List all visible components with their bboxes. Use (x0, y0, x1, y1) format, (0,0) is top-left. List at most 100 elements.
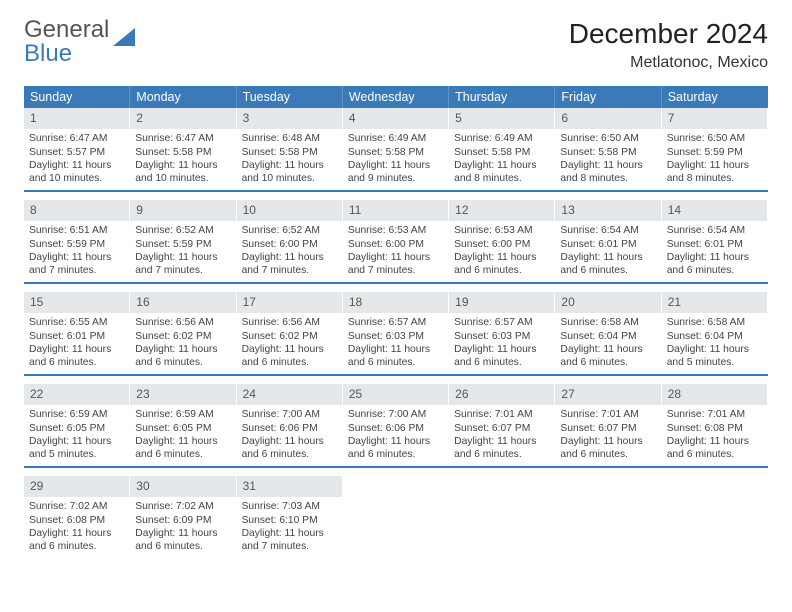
sunset-line: Sunset: 6:05 PM (29, 422, 124, 435)
sunrise-line: Sunrise: 6:49 AM (348, 132, 443, 145)
day-number: 10 (237, 200, 342, 221)
day-number: 23 (130, 384, 235, 405)
day-number: 29 (24, 476, 129, 497)
daylight-line: Daylight: 11 hours and 10 minutes. (29, 159, 124, 185)
sunrise-line: Sunrise: 6:49 AM (454, 132, 549, 145)
day-number: 1 (24, 108, 129, 129)
day-cell: 9Sunrise: 6:52 AMSunset: 5:59 PMDaylight… (130, 200, 236, 282)
day-number: 16 (130, 292, 235, 313)
dow-header: Saturday (662, 86, 768, 108)
sunset-line: Sunset: 6:08 PM (667, 422, 762, 435)
day-cell: 6Sunrise: 6:50 AMSunset: 5:58 PMDaylight… (555, 108, 661, 190)
sunrise-line: Sunrise: 7:02 AM (135, 500, 230, 513)
sunset-line: Sunset: 6:00 PM (348, 238, 443, 251)
day-body: Sunrise: 6:47 AMSunset: 5:58 PMDaylight:… (130, 129, 235, 189)
brand-line2: Blue (24, 42, 109, 66)
dow-header: Sunday (24, 86, 130, 108)
day-cell: 1Sunrise: 6:47 AMSunset: 5:57 PMDaylight… (24, 108, 130, 190)
day-body: Sunrise: 6:49 AMSunset: 5:58 PMDaylight:… (449, 129, 554, 189)
sunset-line: Sunset: 6:07 PM (454, 422, 549, 435)
sunrise-line: Sunrise: 6:51 AM (29, 224, 124, 237)
day-number: 13 (555, 200, 660, 221)
sunset-line: Sunset: 6:07 PM (560, 422, 655, 435)
daylight-line: Daylight: 11 hours and 8 minutes. (454, 159, 549, 185)
day-cell: 18Sunrise: 6:57 AMSunset: 6:03 PMDayligh… (343, 292, 449, 374)
day-number: 17 (237, 292, 342, 313)
day-number: 31 (237, 476, 342, 497)
sunrise-line: Sunrise: 6:56 AM (242, 316, 337, 329)
day-number: 27 (555, 384, 660, 405)
brand-triangle-icon (111, 24, 139, 60)
day-number: 8 (24, 200, 129, 221)
day-body: Sunrise: 6:47 AMSunset: 5:57 PMDaylight:… (24, 129, 129, 189)
daylight-line: Daylight: 11 hours and 9 minutes. (348, 159, 443, 185)
day-number: 14 (662, 200, 767, 221)
month-title: December 2024 (569, 18, 768, 50)
sunset-line: Sunset: 5:58 PM (348, 146, 443, 159)
day-cell: 22Sunrise: 6:59 AMSunset: 6:05 PMDayligh… (24, 384, 130, 466)
day-body: Sunrise: 6:49 AMSunset: 5:58 PMDaylight:… (343, 129, 448, 189)
sunrise-line: Sunrise: 7:01 AM (560, 408, 655, 421)
day-number: 4 (343, 108, 448, 129)
sunset-line: Sunset: 6:06 PM (242, 422, 337, 435)
sunset-line: Sunset: 6:01 PM (29, 330, 124, 343)
sunrise-line: Sunrise: 6:52 AM (242, 224, 337, 237)
day-number: 9 (130, 200, 235, 221)
daylight-line: Daylight: 11 hours and 8 minutes. (667, 159, 762, 185)
daylight-line: Daylight: 11 hours and 7 minutes. (29, 251, 124, 277)
sunset-line: Sunset: 6:02 PM (135, 330, 230, 343)
daylight-line: Daylight: 11 hours and 6 minutes. (29, 527, 124, 553)
sunrise-line: Sunrise: 7:00 AM (348, 408, 443, 421)
day-cell: 8Sunrise: 6:51 AMSunset: 5:59 PMDaylight… (24, 200, 130, 282)
day-body: Sunrise: 7:02 AMSunset: 6:09 PMDaylight:… (130, 497, 235, 557)
daylight-line: Daylight: 11 hours and 6 minutes. (242, 343, 337, 369)
day-number: 18 (343, 292, 448, 313)
day-cell: .. (555, 476, 661, 558)
day-body: Sunrise: 6:57 AMSunset: 6:03 PMDaylight:… (449, 313, 554, 373)
week-row: 8 Sunrise: 6:51 AM Sunset: 5:59 PM Daylight… (24, 200, 768, 284)
daylight-line: Daylight: 11 hours and 6 minutes. (348, 343, 443, 369)
day-number: 3 (237, 108, 342, 129)
day-number: 11 (343, 200, 448, 221)
sunset-line: Sunset: 6:00 PM (242, 238, 337, 251)
week-row: 1Sunrise: 6:47 AMSunset: 5:57 PMDaylight… (24, 108, 768, 192)
sunrise-line: Sunrise: 6:53 AM (348, 224, 443, 237)
day-body: Sunrise: 7:01 AMSunset: 6:07 PMDaylight:… (449, 405, 554, 465)
daylight-line: Daylight: 11 hours and 7 minutes. (348, 251, 443, 277)
day-cell: 20Sunrise: 6:58 AMSunset: 6:04 PMDayligh… (555, 292, 661, 374)
brand-line1: General (24, 18, 109, 42)
sunset-line: Sunset: 6:00 PM (454, 238, 549, 251)
day-cell: 3Sunrise: 6:48 AMSunset: 5:58 PMDaylight… (237, 108, 343, 190)
day-number: 24 (237, 384, 342, 405)
sunset-line: Sunset: 6:06 PM (348, 422, 443, 435)
sunset-line: Sunset: 6:04 PM (667, 330, 762, 343)
sunset-line: Sunset: 5:59 PM (135, 238, 230, 251)
sunrise-line: Sunrise: 7:02 AM (29, 500, 124, 513)
week-row: 29Sunrise: 7:02 AMSunset: 6:08 PMDayligh… (24, 476, 768, 558)
daylight-line: Daylight: 11 hours and 10 minutes. (135, 159, 230, 185)
daylight-line: Daylight: 11 hours and 6 minutes. (454, 343, 549, 369)
day-body: Sunrise: 6:50 AMSunset: 5:59 PMDaylight:… (662, 129, 767, 189)
day-number: 12 (449, 200, 554, 221)
sunset-line: Sunset: 6:08 PM (29, 514, 124, 527)
sunrise-line: Sunrise: 6:50 AM (560, 132, 655, 145)
sunrise-line: Sunrise: 7:00 AM (242, 408, 337, 421)
day-cell: 4Sunrise: 6:49 AMSunset: 5:58 PMDaylight… (343, 108, 449, 190)
sunset-line: Sunset: 5:58 PM (454, 146, 549, 159)
title-block: December 2024 Metlatonoc, Mexico (569, 18, 768, 72)
sunrise-line: Sunrise: 7:03 AM (242, 500, 337, 513)
daylight-line: Daylight: 11 hours and 6 minutes. (667, 251, 762, 277)
day-cell: 25Sunrise: 7:00 AMSunset: 6:06 PMDayligh… (343, 384, 449, 466)
daylight-line: Daylight: 11 hours and 7 minutes. (242, 527, 337, 553)
daylight-line: Daylight: 11 hours and 6 minutes. (29, 343, 124, 369)
day-number: 2 (130, 108, 235, 129)
day-cell: 23Sunrise: 6:59 AMSunset: 6:05 PMDayligh… (130, 384, 236, 466)
daylight-line: Daylight: 11 hours and 6 minutes. (454, 435, 549, 461)
day-number: 6 (555, 108, 660, 129)
sunset-line: Sunset: 6:04 PM (560, 330, 655, 343)
day-body: Sunrise: 6:53 AMSunset: 6:00 PMDaylight:… (343, 221, 448, 281)
day-body: Sunrise: 6:52 AMSunset: 5:59 PMDaylight:… (130, 221, 235, 281)
day-body: Sunrise: 6:54 AMSunset: 6:01 PMDaylight:… (555, 221, 660, 281)
day-cell: 15Sunrise: 6:55 AMSunset: 6:01 PMDayligh… (24, 292, 130, 374)
sunrise-line: Sunrise: 6:57 AM (454, 316, 549, 329)
